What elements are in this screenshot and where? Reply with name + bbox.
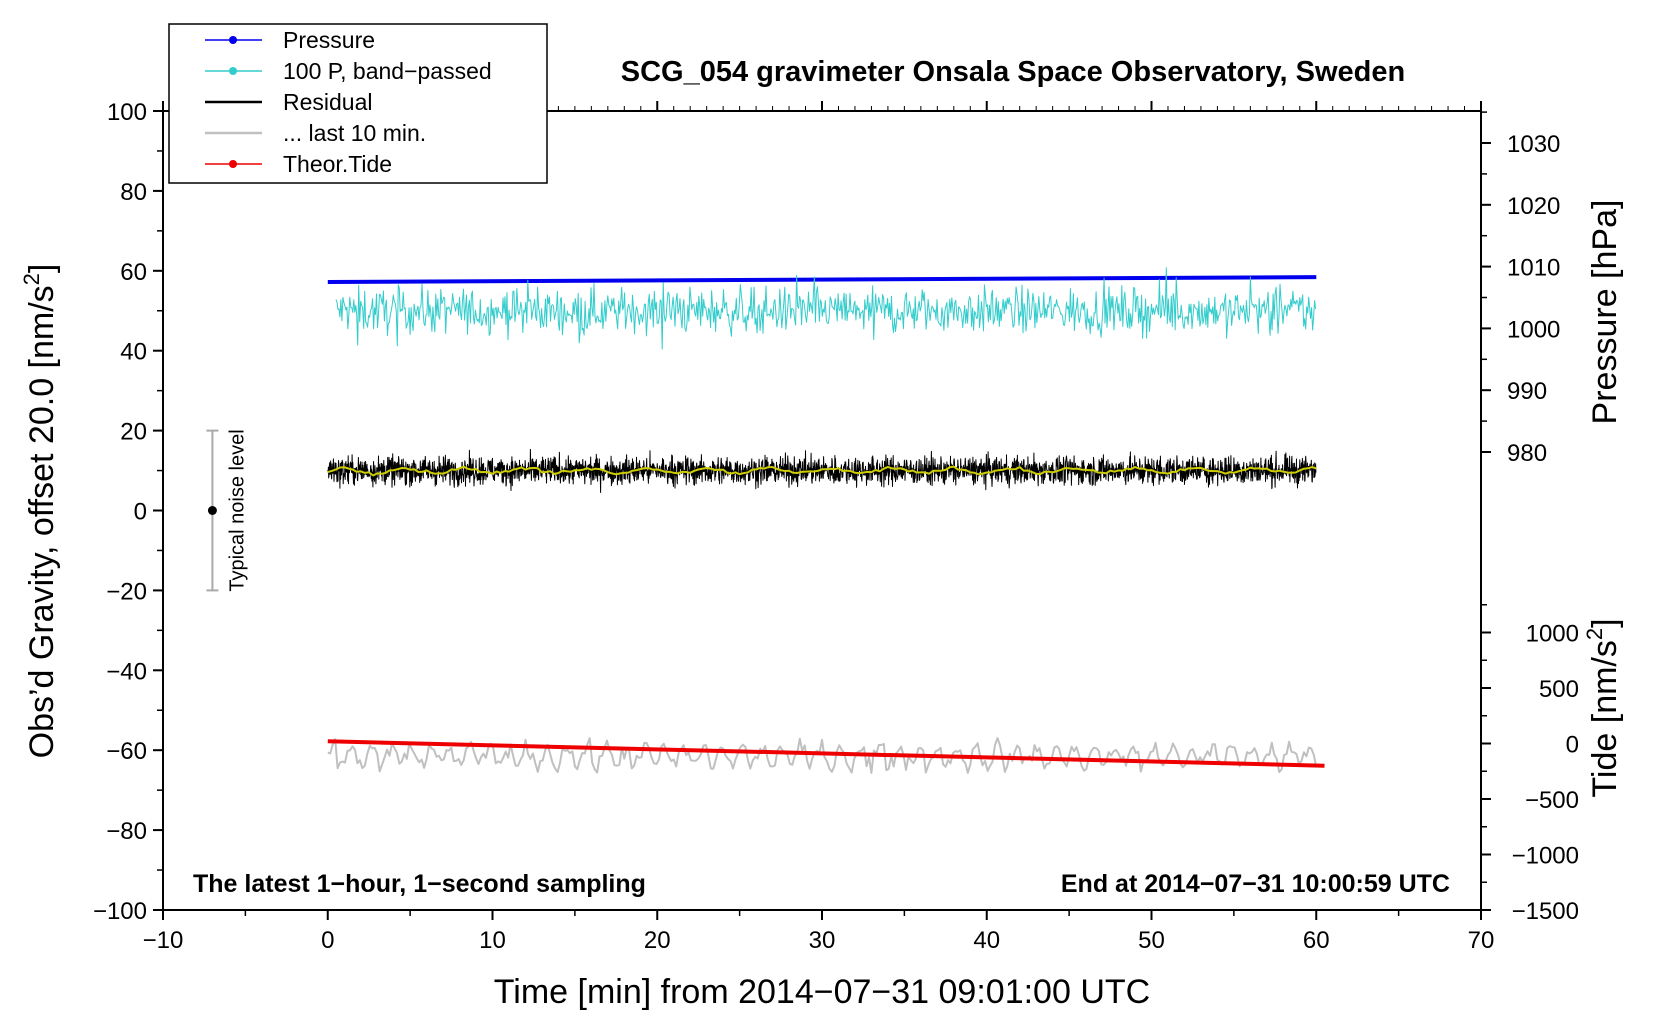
- legend-marker: [229, 67, 237, 75]
- pressure-tick-label: 1020: [1507, 193, 1560, 220]
- x-tick-label: 30: [809, 927, 836, 954]
- tide-axis-label-tail: ]: [1586, 618, 1624, 627]
- tide-tick-label: −1500: [1512, 898, 1579, 925]
- legend-label: Theor.Tide: [283, 151, 392, 177]
- x-tick-label: 10: [479, 927, 506, 954]
- legend-label: ... last 10 min.: [283, 120, 426, 146]
- legend-label: Residual: [283, 89, 373, 115]
- tide-axis-label-text: Tide [nm/s: [1586, 640, 1624, 797]
- residual-line: [327, 448, 1317, 493]
- pressure-line: [327, 275, 1317, 284]
- legend-box: [168, 23, 548, 184]
- y-tick-label: −20: [106, 578, 147, 605]
- y-tick-label: −40: [106, 658, 147, 685]
- axis-ticks: −10 0 10 20 30 40 50 60 70−100−80−60−40−20020406…: [93, 99, 1579, 954]
- noise-bar-label: Typical noise level: [226, 429, 248, 591]
- plot-frame: [162, 110, 1482, 911]
- y-axis-label-tail: ]: [23, 264, 61, 273]
- pressure-tick-label: 1000: [1507, 316, 1560, 343]
- x-tick-label: 50: [1138, 927, 1165, 954]
- legend-marker: [229, 160, 237, 168]
- y-tick-label: −60: [106, 738, 147, 765]
- legend-label: Pressure: [283, 27, 375, 53]
- x-tick-label: 40: [973, 927, 1000, 954]
- x-tick-label: −10: [143, 927, 184, 954]
- tide-tick-label: 500: [1539, 676, 1579, 703]
- legend: Pressure 100 P, band−passed Residual ... la…: [168, 23, 548, 184]
- tide-tick-label: 1000: [1526, 621, 1579, 648]
- y-tick-label: 20: [120, 419, 147, 446]
- legend-marker: [229, 36, 237, 44]
- y-tick-label: 60: [120, 259, 147, 286]
- y-axis-label-text: Obs’d Gravity, offset 20.0 [nm/s: [23, 285, 61, 758]
- tide-tick-label: −1000: [1512, 843, 1579, 870]
- x-tick-label: 0: [321, 927, 334, 954]
- x-tick-label: 20: [644, 927, 671, 954]
- x-tick-label: 60: [1303, 927, 1330, 954]
- tide-tick-label: −500: [1525, 787, 1579, 814]
- y-tick-label: 80: [120, 179, 147, 206]
- y-axis-label-sup: 2: [19, 273, 44, 285]
- tide-axis-label-sup: 2: [1582, 628, 1607, 640]
- data-series: [327, 267, 1325, 774]
- residual-smoothed-line: [327, 465, 1317, 477]
- x-axis-label: Time [min] from 2014−07−31 09:01:00 UTC: [494, 973, 1150, 1011]
- chart-title: SCG_054 gravimeter Onsala Space Observat…: [621, 56, 1405, 88]
- pressure-axis-label: Pressure [hPa]: [1586, 200, 1624, 425]
- noise-level-bar: Typical noise level: [206, 429, 248, 592]
- y-axis-label: Obs’d Gravity, offset 20.0 [nm/s2]: [19, 264, 61, 759]
- tide-axis-label: Tide [nm/s2]: [1582, 618, 1624, 797]
- y-tick-label: 40: [120, 339, 147, 366]
- annotation-right: End at 2014−07−31 10:00:59 UTC: [1061, 870, 1450, 898]
- pressure-tick-label: 1010: [1507, 255, 1560, 282]
- pressure-tick-label: 1030: [1507, 131, 1560, 158]
- bandpassed-pressure-line: [335, 267, 1317, 350]
- pressure-tick-label: 990: [1507, 378, 1547, 405]
- y-tick-label: 100: [107, 99, 147, 126]
- tide-tick-label: 0: [1566, 732, 1579, 759]
- pressure-tick-label: 980: [1507, 440, 1547, 467]
- tide-line: [327, 739, 1325, 768]
- x-tick-label: 70: [1468, 927, 1495, 954]
- y-tick-label: −80: [106, 818, 147, 845]
- annotation-left: The latest 1−hour, 1−second sampling: [193, 870, 646, 898]
- legend-label: 100 P, band−passed: [283, 58, 492, 84]
- y-tick-label: −100: [93, 898, 147, 925]
- noise-bar-center-dot: [207, 506, 217, 515]
- y-tick-label: 0: [134, 499, 147, 526]
